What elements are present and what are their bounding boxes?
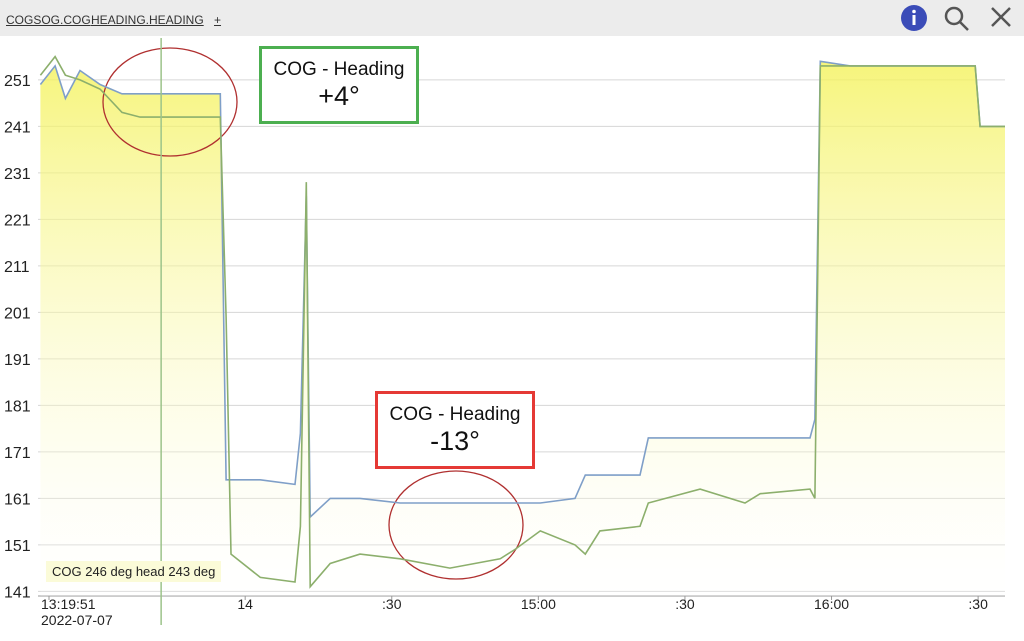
y-tick-label: 191 bbox=[4, 352, 31, 369]
x-tick-label: 14 bbox=[237, 596, 253, 612]
annotation-title: COG - Heading bbox=[273, 59, 405, 80]
toolbar: COGSOG.COG HEADING.HEADING + bbox=[0, 0, 1024, 36]
y-tick-label: 231 bbox=[4, 166, 31, 183]
x-date-label: 2022-07-07 bbox=[41, 612, 113, 628]
y-tick-label: 211 bbox=[4, 259, 30, 276]
y-tick-label: 241 bbox=[4, 119, 31, 136]
y-tick-label: 201 bbox=[4, 305, 31, 322]
y-tick-label: 251 bbox=[4, 73, 31, 90]
line bbox=[39, 60, 1005, 519]
add-link[interactable]: + bbox=[214, 13, 222, 27]
y-tick-label: 141 bbox=[4, 584, 31, 601]
y-tick-label: 151 bbox=[4, 538, 31, 555]
annotation-value: +4° bbox=[318, 81, 360, 111]
y-tick-label: 171 bbox=[4, 445, 31, 462]
x-tick-label: :30 bbox=[675, 596, 695, 612]
close-icon[interactable] bbox=[991, 7, 1011, 27]
x-tick-label: :30 bbox=[968, 596, 988, 612]
series-link[interactable]: COGSOG.COG bbox=[6, 13, 91, 27]
toolbar-icons bbox=[901, 5, 1011, 31]
x-tick-label: :30 bbox=[382, 596, 402, 612]
annotation-title: COG - Heading bbox=[389, 404, 521, 425]
x-tick-label: 13:19:51 bbox=[41, 596, 96, 612]
info-icon[interactable] bbox=[901, 5, 927, 31]
y-tick-label: 161 bbox=[4, 491, 31, 508]
annotation-box: COG - Heading -13° bbox=[375, 391, 535, 469]
y-tick-label: 221 bbox=[4, 212, 31, 229]
highlight-circle bbox=[102, 47, 238, 157]
x-tick-label: 15:00 bbox=[521, 596, 556, 612]
highlight-circle bbox=[388, 470, 524, 580]
y-tick-label: 181 bbox=[4, 398, 31, 415]
line bbox=[39, 55, 1005, 589]
zoom-icon[interactable] bbox=[944, 6, 969, 31]
annotation-box: COG - Heading +4° bbox=[259, 46, 419, 124]
x-tick-label: 16:00 bbox=[814, 596, 849, 612]
annotation-value: -13° bbox=[430, 426, 480, 456]
area bbox=[40, 61, 1005, 597]
series-link[interactable]: HEADING.HEADING bbox=[91, 13, 204, 27]
tooltip: COG 246 deg head 243 deg bbox=[46, 561, 222, 582]
